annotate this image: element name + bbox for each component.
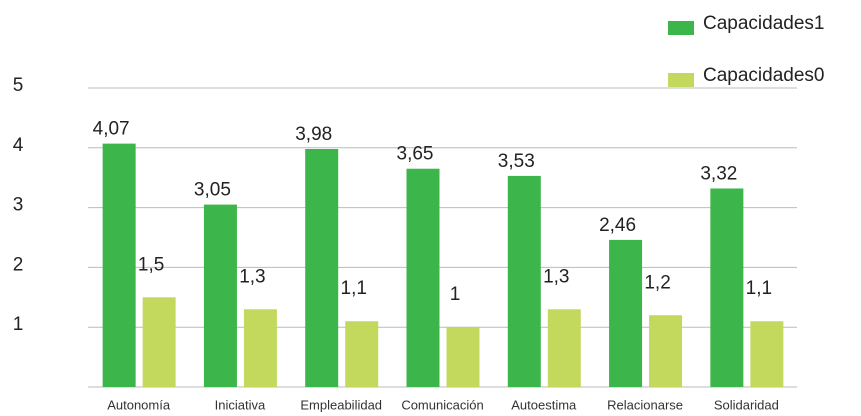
bar [446, 327, 480, 387]
x-tick-label: Autoestima [511, 397, 577, 412]
bar [649, 315, 683, 387]
y-tick-label: 5 [13, 75, 24, 96]
value-label: 1 [450, 284, 461, 305]
bar [609, 239, 643, 387]
x-tick-label: Autonomía [107, 397, 171, 412]
y-tick-label: 1 [13, 314, 24, 335]
x-tick-label: Solidaridad [714, 397, 779, 412]
value-label: 1,1 [341, 278, 367, 299]
bar [305, 148, 339, 387]
bar [710, 188, 744, 387]
legend-label: Capacidades1 [703, 13, 824, 34]
bar [750, 321, 784, 387]
y-tick-label: 3 [13, 195, 24, 216]
value-label: 1,1 [746, 278, 772, 299]
bar [243, 309, 277, 387]
value-label: 4,07 [93, 119, 130, 140]
value-label: 2,46 [599, 215, 636, 236]
value-label: 1,2 [644, 272, 670, 293]
value-label: 3,98 [295, 124, 332, 145]
bar [203, 204, 237, 387]
bar [507, 175, 541, 387]
value-label: 3,53 [498, 151, 535, 172]
legend-swatch [668, 73, 694, 87]
x-tick-label: Relacionarse [607, 397, 683, 412]
value-label: 1,5 [138, 254, 164, 275]
value-label: 1,3 [543, 266, 569, 287]
x-tick-label: Empleabilidad [300, 397, 382, 412]
x-tick-label: Comunicación [401, 397, 483, 412]
bar [547, 309, 581, 387]
bar [406, 168, 440, 387]
value-label: 1,3 [239, 266, 265, 287]
x-tick-label: Iniciativa [215, 397, 266, 412]
value-label: 3,05 [194, 180, 231, 201]
bar [345, 321, 379, 387]
y-tick-label: 4 [13, 135, 24, 156]
value-label: 3,32 [700, 163, 737, 184]
value-label: 3,65 [397, 144, 434, 165]
bar [142, 297, 176, 387]
legend-swatch [668, 21, 694, 35]
bar [102, 143, 136, 387]
y-tick-label: 2 [13, 254, 24, 275]
legend-label: Capacidades0 [703, 65, 824, 86]
